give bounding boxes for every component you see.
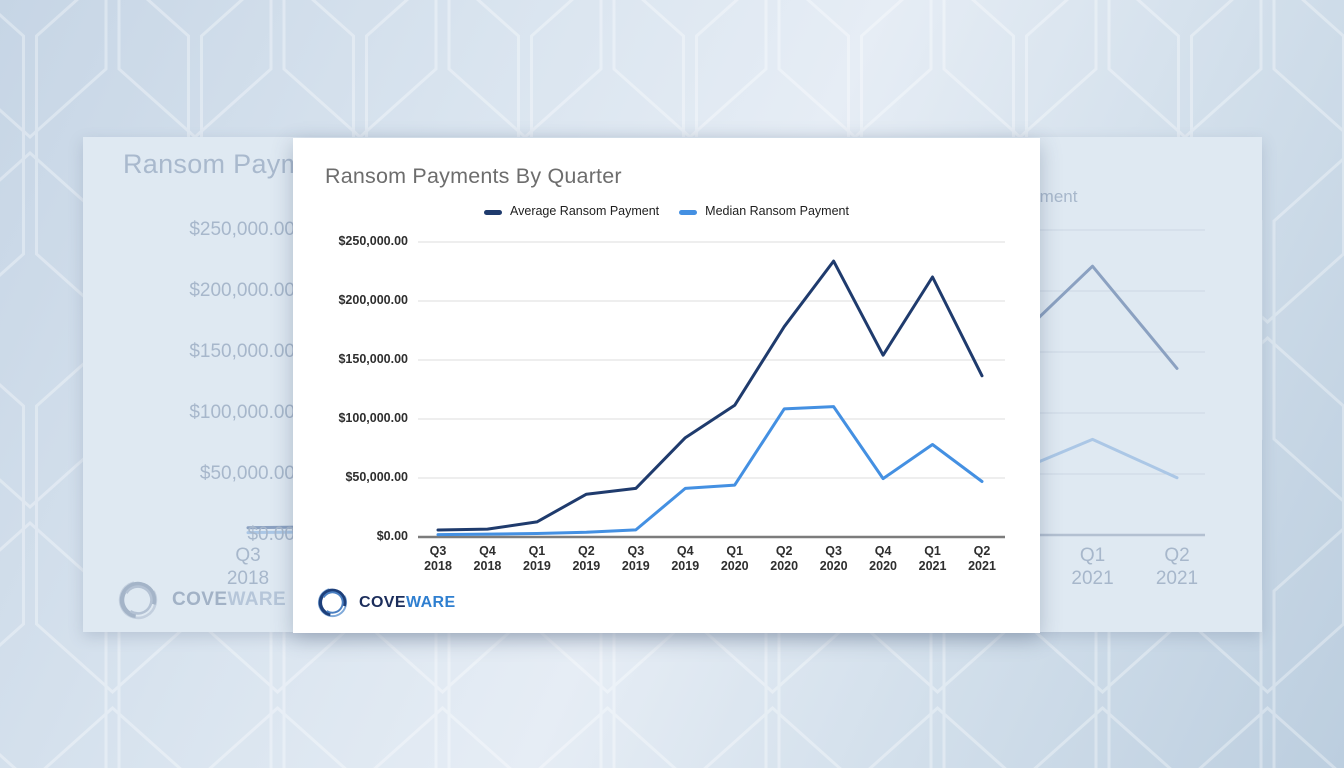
y-axis-label: $150,000.00 bbox=[338, 352, 408, 366]
y-axis-label: $0.00 bbox=[376, 529, 408, 543]
logo-text-ware: WARE bbox=[405, 593, 456, 611]
coveware-logo-icon bbox=[317, 587, 348, 618]
median-ransom-line bbox=[436, 405, 984, 537]
x-axis-label: Q2 2021 bbox=[1139, 544, 1215, 590]
x-label-quarter: Q2 bbox=[775, 544, 793, 558]
x-axis-label: Q1 2021 bbox=[895, 544, 971, 574]
chart-card: Ransom Payments By Quarter Average Ranso… bbox=[293, 138, 1040, 633]
chart-legend: Average Ransom Payment Median Ransom Paym… bbox=[293, 204, 1040, 218]
y-axis-label: $250,000.00 bbox=[338, 234, 408, 248]
x-label-year: 2018 bbox=[226, 568, 270, 589]
coveware-logo-text: COVEWARE bbox=[172, 589, 286, 611]
x-label-quarter: Q1 bbox=[726, 544, 744, 558]
coveware-logo-faded: COVEWARE bbox=[115, 577, 286, 623]
y-axis-label: $100,000.00 bbox=[338, 411, 408, 425]
y-axis-label: $150,000.00 bbox=[189, 341, 295, 362]
x-label-year: 2019 bbox=[671, 559, 700, 573]
x-label-quarter: Q4 bbox=[676, 544, 694, 558]
average-ransom-line bbox=[436, 259, 984, 532]
logo-text-ware: WARE bbox=[227, 589, 287, 610]
coveware-logo-icon bbox=[118, 580, 158, 620]
x-label-quarter: Q3 bbox=[429, 544, 447, 558]
x-axis-label: Q2 2021 bbox=[944, 544, 1020, 574]
coveware-logo-text: COVEWARE bbox=[359, 594, 456, 612]
x-label-quarter: Q3 bbox=[825, 544, 842, 558]
x-label-quarter: Q1 bbox=[1079, 545, 1106, 566]
logo-text-cove: COVE bbox=[359, 593, 406, 611]
y-axis-label: $100,000.00 bbox=[189, 402, 295, 423]
x-axis-label: Q3 2018 bbox=[400, 544, 476, 574]
logo-text-cove: COVE bbox=[172, 589, 228, 610]
x-label-quarter: Q3 bbox=[235, 545, 261, 566]
x-label-year: 2018 bbox=[424, 559, 452, 573]
x-label-year: 2018 bbox=[473, 559, 502, 573]
legend-label: Average Ransom Payment bbox=[510, 204, 660, 218]
x-label-quarter: Q3 bbox=[627, 544, 645, 558]
y-axis-label: $200,000.00 bbox=[189, 280, 295, 301]
fg-chart-canvas bbox=[418, 241, 1005, 539]
chart-title: Ransom Payments By Quarter bbox=[325, 164, 622, 188]
y-axis-label: $50,000.00 bbox=[345, 470, 408, 484]
x-label-year: 2020 bbox=[720, 559, 749, 573]
x-label-quarter: Q1 bbox=[924, 544, 941, 558]
legend-item-median: Median Ransom Payment bbox=[679, 204, 849, 218]
x-label-quarter: Q2 bbox=[973, 544, 991, 558]
x-label-year: 2020 bbox=[770, 559, 799, 573]
x-label-year: 2019 bbox=[523, 559, 551, 573]
x-label-year: 2019 bbox=[621, 559, 650, 573]
x-axis-label: Q1 2021 bbox=[1055, 544, 1131, 590]
y-axis-label: $0.00 bbox=[247, 524, 295, 545]
x-label-quarter: Q2 bbox=[578, 544, 595, 558]
y-axis-label: $250,000.00 bbox=[189, 219, 295, 240]
coveware-logo: COVEWARE bbox=[315, 585, 456, 620]
x-label-year: 2021 bbox=[918, 559, 947, 573]
x-label-year: 2020 bbox=[869, 559, 897, 573]
x-label-year: 2021 bbox=[1071, 568, 1114, 589]
x-label-quarter: Q2 bbox=[1164, 545, 1190, 566]
x-axis-label: Q3 2018 bbox=[210, 544, 286, 590]
legend-swatch-average bbox=[484, 210, 502, 215]
x-label-year: 2019 bbox=[572, 559, 601, 573]
y-axis-label: $50,000.00 bbox=[199, 463, 295, 484]
x-label-year: 2021 bbox=[968, 559, 996, 573]
x-label-year: 2021 bbox=[1155, 568, 1199, 589]
x-label-quarter: Q4 bbox=[874, 544, 892, 558]
y-axis-label: $200,000.00 bbox=[338, 293, 408, 307]
x-label-quarter: Q4 bbox=[479, 544, 496, 558]
legend-item-average: Average Ransom Payment bbox=[484, 204, 659, 218]
x-label-year: 2020 bbox=[819, 559, 848, 573]
legend-swatch-median bbox=[679, 210, 698, 215]
x-label-quarter: Q1 bbox=[528, 544, 546, 558]
legend-label: Median Ransom Payment bbox=[705, 204, 849, 218]
